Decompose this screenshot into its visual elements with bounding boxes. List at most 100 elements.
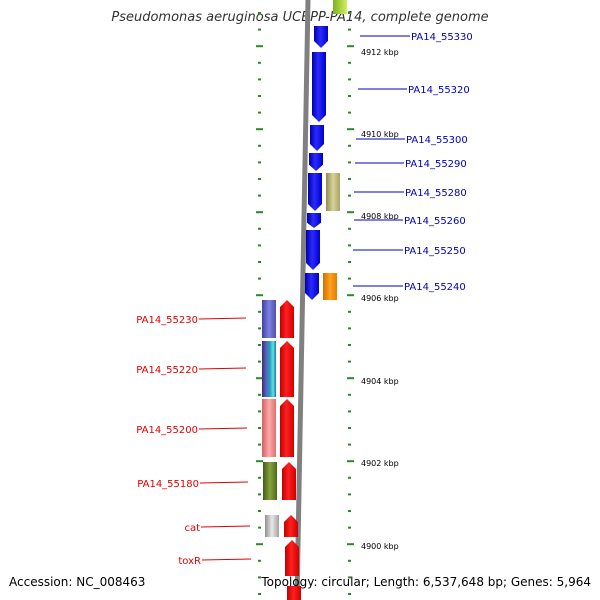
tick-mark [348, 344, 351, 346]
accession-text: Accession: NC_008463 [9, 575, 146, 589]
gene-label: cat [184, 523, 200, 534]
tick-mark [348, 178, 351, 180]
tick-mark [258, 593, 261, 595]
left-tick-track [256, 12, 263, 595]
tick-mark [258, 277, 261, 280]
tick-mark [348, 576, 351, 579]
tick-mark [258, 194, 261, 197]
tick-mark [258, 310, 261, 313]
scale-label: 4902 kbp [361, 459, 399, 468]
scale-label: 4912 kbp [361, 48, 399, 57]
gene-label: PA14_55230 [136, 315, 198, 326]
tick-mark [258, 510, 261, 512]
gene-feature [263, 462, 277, 500]
gene-feature [262, 300, 276, 338]
tick-mark [348, 393, 351, 396]
gene-label: PA14_55220 [136, 365, 198, 376]
gene-label: PA14_55240 [404, 282, 466, 293]
tick-mark [258, 526, 261, 529]
gene-feature [310, 125, 324, 151]
tick-mark [258, 78, 261, 81]
leader-line [201, 558, 252, 561]
tick-mark [348, 310, 351, 313]
gene-label: PA14_55330 [411, 32, 473, 43]
gene-label: PA14_55290 [405, 159, 467, 170]
scale-labels: 4912 kbp 4910 kbp 4908 kbp 4906 kbp 4904 kbp… [361, 48, 399, 551]
gene-feature [309, 153, 323, 171]
gene-label: PA14_55250 [404, 246, 466, 257]
tick-mark [348, 28, 351, 31]
feature-track [262, 0, 347, 600]
right-tick-track [347, 12, 354, 595]
scale-label: 4906 kbp [361, 294, 399, 303]
tick-mark [258, 410, 261, 413]
gene-label: PA14_55280 [405, 188, 467, 199]
tick-mark [347, 543, 354, 546]
tick-mark [258, 244, 261, 247]
tick-mark [258, 360, 261, 363]
gene-label: PA14_55260 [404, 216, 466, 227]
tick-mark [258, 227, 261, 230]
leader-line [198, 317, 247, 320]
gene-feature [306, 230, 320, 270]
tick-mark [258, 344, 261, 346]
gene-feature [282, 462, 296, 500]
gene-feature [308, 173, 322, 211]
tick-mark [348, 327, 351, 330]
right-gene-labels: PA14_55330 PA14_55320 PA14_55300 PA14_55290… [353, 32, 473, 293]
tick-mark [348, 526, 351, 529]
tick-mark [348, 493, 351, 496]
tick-mark [258, 95, 261, 97]
gene-label: PA14_55200 [136, 425, 198, 436]
tick-mark [348, 360, 351, 363]
tick-mark [258, 12, 261, 14]
tick-mark [348, 227, 351, 230]
tick-mark [348, 593, 351, 595]
scale-label: 4900 kbp [361, 542, 399, 551]
tick-mark [256, 294, 263, 297]
leader-line [200, 525, 251, 528]
gene-feature [265, 515, 279, 537]
gene-feature [262, 399, 276, 457]
gene-feature [323, 273, 337, 300]
gene-feature [326, 173, 340, 211]
tick-mark [258, 327, 261, 330]
scale-label: 4908 kbp [361, 212, 399, 221]
tick-mark [258, 443, 261, 446]
gene-feature [280, 399, 294, 457]
tick-mark [348, 427, 351, 429]
gene-feature [284, 515, 298, 537]
tick-mark [258, 261, 261, 263]
gene-feature [305, 273, 319, 300]
tick-mark [258, 28, 261, 31]
scale-label: 4904 kbp [361, 377, 399, 386]
gene-feature [285, 540, 299, 576]
gene-feature [333, 0, 347, 14]
tick-mark [258, 576, 261, 579]
gene-feature [312, 52, 326, 122]
tick-mark [347, 45, 354, 48]
tick-mark [256, 377, 263, 380]
gene-feature [262, 341, 276, 397]
left-gene-labels: PA14_55230 PA14_55220 PA14_55200 PA14_55180… [136, 315, 252, 567]
tick-mark [347, 211, 354, 214]
tick-mark [348, 78, 351, 81]
tick-mark [256, 543, 263, 546]
tick-mark [348, 194, 351, 197]
tick-mark [258, 493, 261, 496]
tick-mark [348, 261, 351, 263]
tick-mark [347, 128, 354, 131]
tick-mark [258, 161, 261, 164]
tick-mark [348, 277, 351, 280]
tick-mark [258, 144, 261, 147]
gene-feature [280, 341, 294, 397]
leader-line [199, 481, 249, 484]
tick-mark [256, 45, 263, 48]
tick-mark [256, 128, 263, 131]
gene-label: toxR [178, 556, 201, 567]
gene-feature [314, 26, 328, 48]
tick-mark [348, 95, 351, 97]
gene-label: PA14_55300 [406, 135, 468, 146]
tick-mark [348, 161, 351, 164]
scale-label: 4910 kbp [361, 130, 399, 139]
